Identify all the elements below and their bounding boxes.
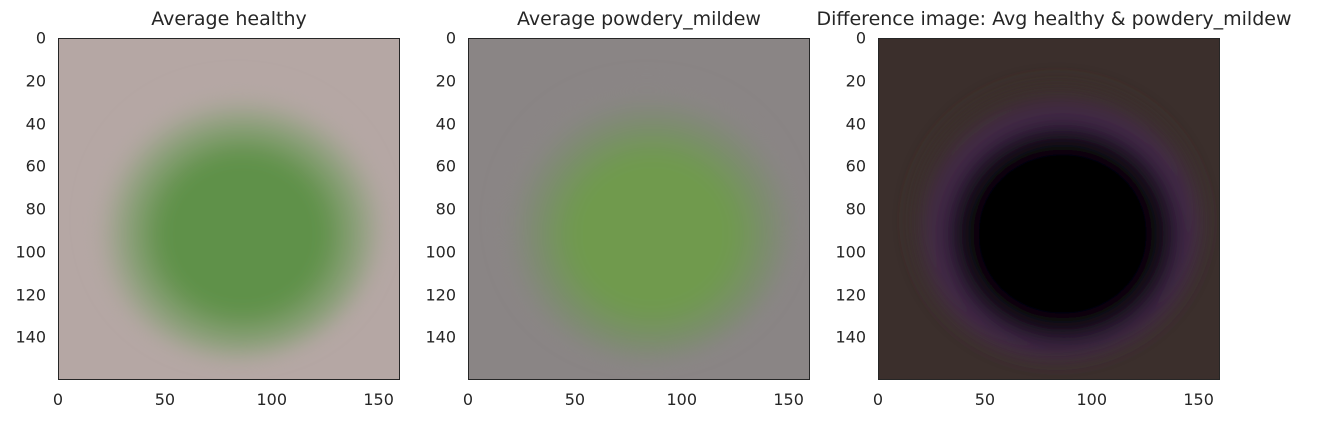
y-tick-label: 140 — [425, 327, 456, 347]
y-tick-label: 100 — [425, 242, 456, 262]
average-image — [468, 38, 810, 380]
leaf-blob — [503, 83, 791, 358]
y-tick-label: 60 — [25, 156, 46, 176]
x-tick-label: 0 — [52, 390, 64, 409]
x-tick-label: 0 — [462, 390, 474, 409]
image-panel-1: Average healthy 0 20 40 60 80 100 120 140 0 50 100 1… — [15, 8, 400, 409]
image-panel-2: Average powdery_mildew 0 20 40 60 80 100 120 140… — [425, 8, 810, 409]
heatmap-svg — [469, 39, 809, 379]
x-tick-label: 150 — [1183, 390, 1214, 409]
heatmap-svg — [879, 39, 1219, 379]
y-tick-label: 20 — [25, 71, 46, 91]
panel-title: Difference image: Avg healthy & powdery_… — [816, 8, 1292, 30]
y-tick-label: 80 — [435, 199, 456, 219]
y-tick-label: 0 — [445, 28, 456, 48]
x-tick-label: 50 — [564, 390, 586, 409]
x-tick-label: 100 — [666, 390, 698, 409]
heatmap-svg — [59, 39, 399, 379]
panel-title: Average healthy — [151, 8, 307, 30]
y-tick-label: 20 — [435, 71, 456, 91]
x-tick-label: 100 — [256, 390, 288, 409]
y-tick-label: 40 — [435, 114, 456, 133]
x-tick-label: 50 — [974, 390, 996, 409]
y-tick-label: 120 — [15, 285, 46, 304]
y-tick-label: 80 — [845, 199, 866, 219]
y-tick-label: 80 — [25, 199, 46, 219]
leaf-blob — [93, 83, 381, 358]
y-tick-label: 0 — [855, 28, 866, 48]
y-tick-label: 0 — [35, 28, 46, 48]
y-tick-label: 100 — [15, 242, 46, 262]
y-tick-label: 140 — [15, 327, 46, 347]
x-tick-label: 150 — [363, 390, 394, 409]
leaf-blob — [913, 83, 1201, 358]
y-tick-label: 60 — [845, 156, 866, 176]
y-tick-label: 100 — [835, 242, 866, 262]
y-tick-label: 20 — [845, 71, 866, 91]
y-tick-label: 120 — [835, 285, 866, 304]
average-image — [58, 38, 400, 380]
average-image — [878, 38, 1220, 380]
y-tick-label: 40 — [845, 114, 866, 133]
y-tick-label: 40 — [25, 114, 46, 133]
panel-title: Average powdery_mildew — [517, 8, 761, 30]
x-tick-label: 0 — [872, 390, 884, 409]
y-tick-label: 60 — [435, 156, 456, 176]
x-tick-label: 100 — [1076, 390, 1108, 409]
y-tick-label: 120 — [425, 285, 456, 304]
x-tick-label: 50 — [154, 390, 176, 409]
y-tick-label: 140 — [835, 327, 866, 347]
x-tick-label: 150 — [773, 390, 804, 409]
image-panel-3: Difference image: Avg healthy & powdery_… — [816, 8, 1291, 409]
